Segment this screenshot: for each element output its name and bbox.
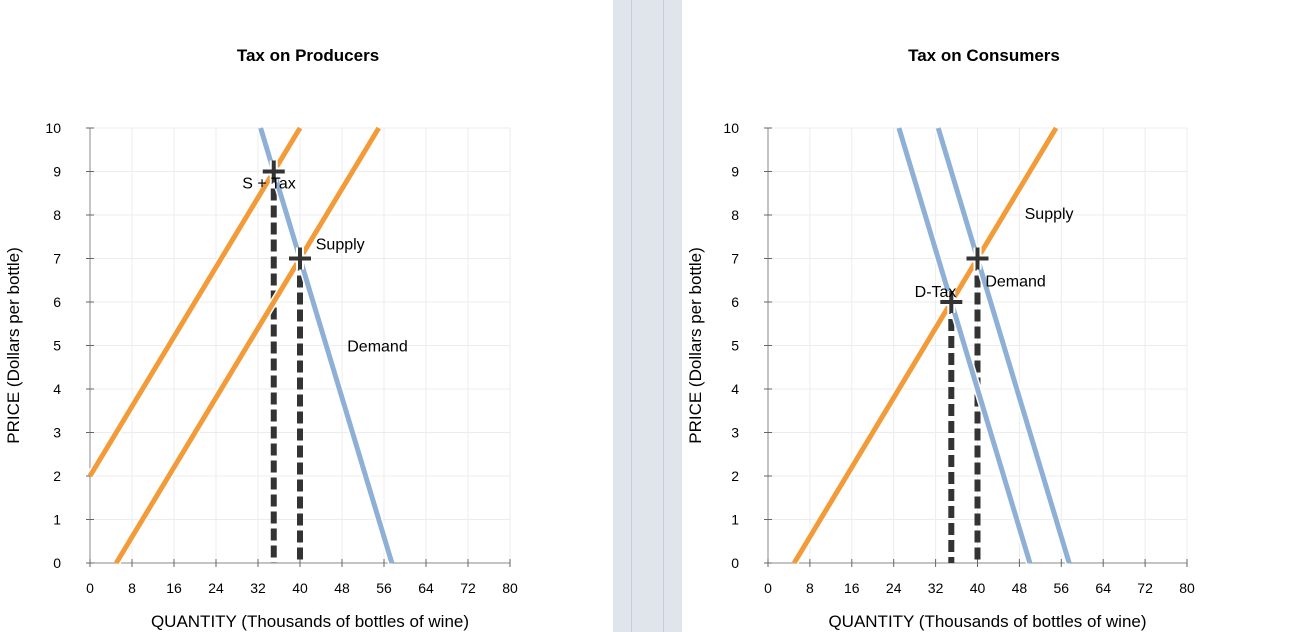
y-tick-label: 6 (731, 294, 739, 310)
equilibrium-marker (262, 160, 285, 183)
x-tick-label: 64 (1095, 580, 1111, 596)
x-tick-label: 0 (86, 580, 94, 596)
supply-line (792, 126, 1059, 565)
x-tick-label: 16 (166, 580, 182, 596)
chart-title: Tax on Producers (237, 46, 379, 65)
x-tick-label: 24 (208, 580, 224, 596)
curve-label: Demand (347, 339, 407, 356)
y-tick-label: 5 (53, 338, 61, 354)
x-tick-label: 56 (1054, 580, 1070, 596)
supply-line (114, 126, 381, 565)
x-tick-label: 8 (806, 580, 814, 596)
y-tick-label: 8 (53, 207, 61, 223)
curve-label: D-Tax (915, 284, 957, 301)
y-tick-label: 1 (731, 512, 739, 528)
x-tick-label: 40 (970, 580, 986, 596)
x-axis-title: QUANTITY (Thousands of bottles of wine) (828, 612, 1146, 631)
y-tick-label: 7 (53, 251, 61, 267)
x-tick-label: 16 (844, 580, 860, 596)
x-tick-label: 32 (250, 580, 266, 596)
curve-label: S + Tax (242, 175, 296, 192)
equilibrium-marker (966, 247, 989, 270)
y-tick-label: 3 (53, 425, 61, 441)
marker-cross (289, 247, 311, 270)
y-tick-label: 2 (53, 468, 61, 484)
chart-title: Tax on Consumers (908, 46, 1060, 65)
x-tick-label: 80 (502, 580, 518, 596)
y-tick-label: 4 (53, 381, 61, 397)
x-tick-label: 80 (1179, 580, 1195, 596)
x-tick-label: 72 (1137, 580, 1153, 596)
y-tick-label: 7 (731, 251, 739, 267)
y-tick-label: 6 (53, 294, 61, 310)
marker-cross (966, 247, 989, 270)
demand-line (258, 127, 395, 564)
y-tick-label: 5 (731, 338, 739, 354)
x-tick-label: 48 (1012, 580, 1028, 596)
y-tick-label: 2 (731, 468, 739, 484)
x-tick-label: 56 (376, 580, 392, 596)
x-tick-label: 40 (292, 580, 308, 596)
equilibrium-marker (289, 247, 311, 270)
x-tick-label: 32 (928, 580, 944, 596)
equilibrium-marker (940, 291, 963, 313)
x-axis-title: QUANTITY (Thousands of bottles of wine) (151, 612, 469, 631)
y-tick-label: 8 (731, 207, 739, 223)
y-axis-title: PRICE (Dollars per bottle) (686, 247, 705, 444)
divider-line (663, 0, 664, 632)
y-tick-label: 3 (731, 425, 739, 441)
y-tick-label: 0 (731, 555, 739, 571)
panel-divider (613, 0, 682, 632)
divider-line (631, 0, 632, 632)
y-tick-label: 1 (53, 512, 61, 528)
chart-panel-consumers: 0 1 2 3 4 5 6 7 8 9 10 0 8 16 24 32 40 48 56 64 72 80 Tax on C… (682, 0, 1290, 632)
x-tick-label: 8 (128, 580, 136, 596)
d-tax-line (896, 127, 1033, 564)
y-tick-label: 10 (45, 120, 61, 136)
demand-line (935, 127, 1072, 564)
y-tick-label: 9 (731, 164, 739, 180)
x-tick-label: 48 (334, 580, 350, 596)
x-tick-label: 64 (418, 580, 434, 596)
x-tick-label: 0 (764, 580, 772, 596)
chart-panel-producers: 0 1 2 3 4 5 6 7 8 9 10 0 8 16 24 32 40 48 56 64 72 80 Tax on P… (0, 0, 613, 632)
marker-cross (262, 160, 285, 183)
curve-label: Supply (1025, 206, 1074, 223)
y-tick-label: 10 (723, 120, 739, 136)
y-tick-label: 4 (731, 381, 739, 397)
curve-label: Demand (985, 273, 1045, 290)
y-tick-label: 9 (53, 164, 61, 180)
marker-cross (940, 291, 963, 313)
curve-label: Supply (316, 236, 365, 253)
s-tax-line (87, 126, 303, 478)
y-tick-label: 0 (53, 555, 61, 571)
x-tick-label: 24 (886, 580, 902, 596)
y-axis-title: PRICE (Dollars per bottle) (4, 247, 23, 444)
x-tick-label: 72 (460, 580, 476, 596)
